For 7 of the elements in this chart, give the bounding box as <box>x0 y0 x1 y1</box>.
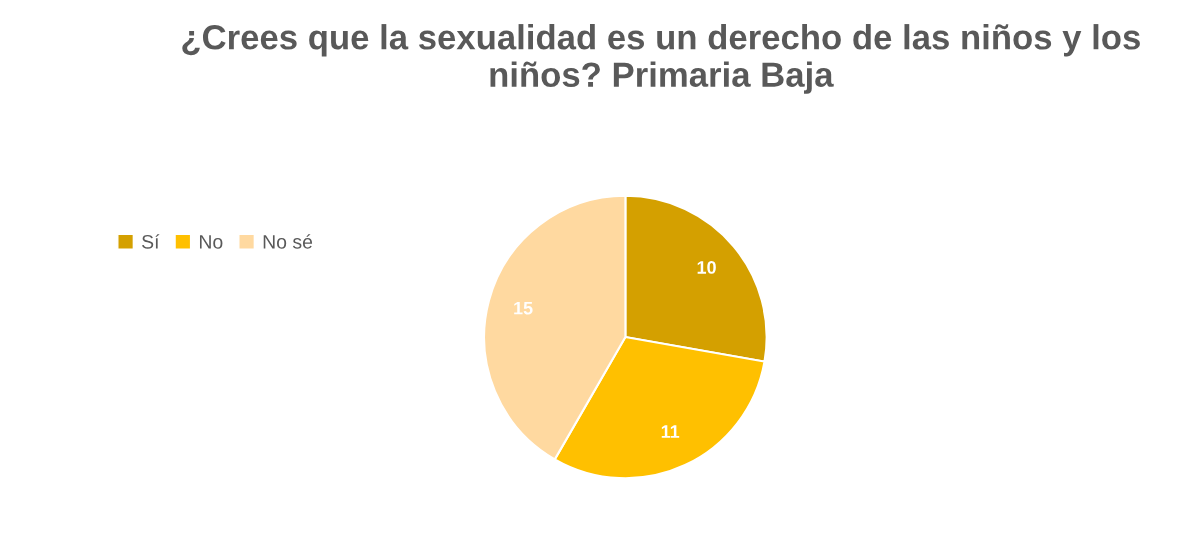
legend-label: No <box>199 235 223 249</box>
chart-title: ¿Crees que la sexualidad es un derecho de las niños y los niños? Primaria Baja <box>182 24 1140 94</box>
data-label: 10 <box>697 261 716 274</box>
legend-label: No sé <box>263 234 313 249</box>
data-label: 11 <box>661 425 680 438</box>
legend-label: Sí <box>142 234 160 249</box>
data-label: 15 <box>514 301 533 315</box>
